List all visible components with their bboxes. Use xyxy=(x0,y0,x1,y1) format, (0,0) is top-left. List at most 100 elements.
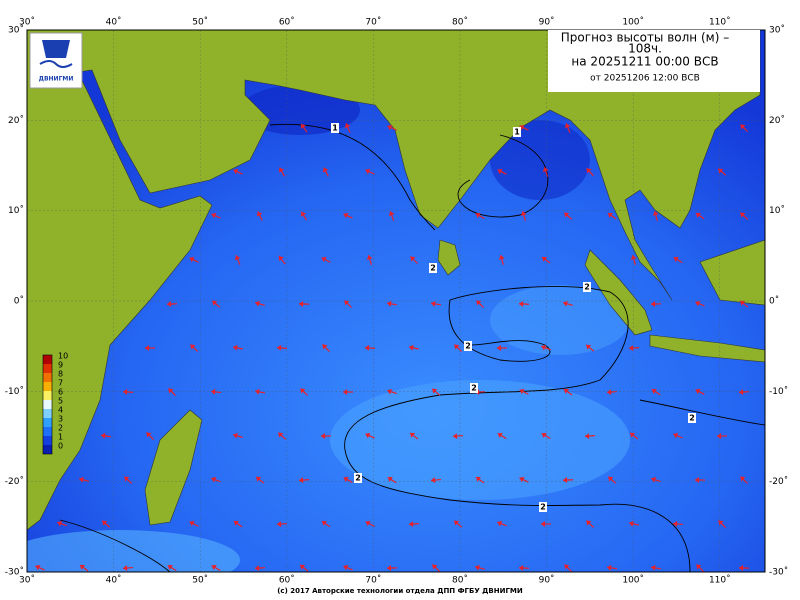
arrow-head xyxy=(629,520,634,527)
arrow-head xyxy=(189,256,195,263)
lon-label-bottom: 70˚ xyxy=(365,575,381,586)
lat-label-right: -20˚ xyxy=(769,476,788,487)
arrow-head xyxy=(234,255,241,261)
wave-arrow xyxy=(408,344,420,351)
arrow-head xyxy=(651,564,656,571)
wave-arrow xyxy=(695,212,705,220)
wave-arrow xyxy=(386,565,398,572)
contour-label-bg xyxy=(688,413,696,423)
lon-label-top: 70˚ xyxy=(365,17,381,28)
wave-field xyxy=(27,530,240,572)
arrow-head xyxy=(167,564,173,571)
arrow-head xyxy=(541,344,547,351)
arrow-head xyxy=(651,388,657,394)
wave-arrow xyxy=(606,389,618,396)
arrow-head xyxy=(431,300,436,307)
wave-arrow xyxy=(673,432,683,439)
arrow-head xyxy=(233,432,238,439)
wave-arrow xyxy=(650,564,662,571)
arrow-head xyxy=(475,564,480,571)
wave-arrow xyxy=(364,344,376,351)
wave-arrow xyxy=(738,389,750,396)
arrow-head xyxy=(190,344,196,350)
colorbar-swatch xyxy=(43,400,52,409)
wave-arrow xyxy=(695,300,705,307)
contour-label-bg xyxy=(539,502,547,512)
wave-arrow xyxy=(541,344,551,351)
lon-label-bottom: 110˚ xyxy=(709,575,731,586)
valid-time: на 20251211 00:00 ВСВ xyxy=(571,55,718,69)
contour-label-bg xyxy=(470,383,478,393)
arrow-head xyxy=(211,476,217,483)
arrow-head xyxy=(563,388,569,394)
lon-label-bottom: 80˚ xyxy=(452,575,468,586)
colorbar-swatch xyxy=(43,445,52,454)
contour-label: 2 xyxy=(689,414,695,423)
contour xyxy=(59,519,171,572)
contour-label: 2 xyxy=(471,384,477,393)
arrow-head xyxy=(696,564,702,570)
colorbar-label: 7 xyxy=(58,379,63,388)
arrow-head xyxy=(630,432,636,438)
lon-label-top: 80˚ xyxy=(452,17,468,28)
arrow-head xyxy=(454,520,460,526)
wave-arrow xyxy=(497,432,507,440)
wave-arrow xyxy=(431,388,441,396)
lon-label-bottom: 50˚ xyxy=(192,575,208,586)
wave-arrow xyxy=(256,211,263,221)
wave-arrow xyxy=(651,476,661,483)
wave-arrow xyxy=(146,432,154,440)
arrow-head xyxy=(145,344,150,351)
wave-arrow xyxy=(718,520,726,528)
arrow-head xyxy=(519,388,525,395)
arrow-head xyxy=(586,520,592,526)
wave-arrow xyxy=(628,345,640,352)
wave-arrow xyxy=(320,433,332,440)
arrow-head xyxy=(344,123,351,129)
arrow-head xyxy=(255,388,260,395)
graticule xyxy=(27,30,765,572)
wave-arrow xyxy=(189,256,199,263)
wave-arrow xyxy=(233,432,243,439)
arrow-head xyxy=(277,344,282,351)
wave-arrow xyxy=(607,476,617,484)
wave-arrow xyxy=(344,123,351,133)
arrow-head xyxy=(168,388,174,394)
lon-label-top: 90˚ xyxy=(539,17,555,28)
wave-arrow xyxy=(300,211,308,221)
arrow-head xyxy=(35,564,41,571)
colorbar-swatch xyxy=(43,364,52,373)
arrow-head xyxy=(409,521,414,528)
wave-arrow xyxy=(211,476,221,483)
arrow-head xyxy=(365,168,371,175)
wave-arrow xyxy=(211,300,221,308)
lead-time: 108ч. xyxy=(628,42,662,56)
colorbar-label: 0 xyxy=(58,442,63,451)
arrow-head xyxy=(695,300,701,307)
arrow-head xyxy=(454,344,460,350)
wave-arrow xyxy=(365,168,375,175)
arrow-head xyxy=(387,565,392,572)
arrow-head xyxy=(277,521,282,528)
wave-arrow xyxy=(585,344,595,352)
wave-field xyxy=(490,285,630,355)
wave-arrow xyxy=(299,388,309,396)
lat-label-right: 0˚ xyxy=(769,295,779,306)
wave-arrow xyxy=(738,564,750,571)
wave-arrow xyxy=(585,520,595,528)
arrow-head xyxy=(300,564,306,570)
wave-arrow xyxy=(739,300,749,308)
wave-arrow xyxy=(144,344,156,351)
arrow-head xyxy=(740,212,746,218)
arrow-head xyxy=(673,256,679,263)
arrow-head xyxy=(519,476,525,483)
arrow-head xyxy=(607,212,613,218)
wave-arrow xyxy=(498,255,505,265)
wave-arrow xyxy=(211,212,221,219)
wave-arrow xyxy=(630,255,637,265)
issue-time: от 20251206 12:00 ВСВ xyxy=(590,74,700,84)
arrow-head xyxy=(564,212,570,218)
contour-label-bg xyxy=(464,341,472,351)
arrow-head xyxy=(563,300,568,307)
